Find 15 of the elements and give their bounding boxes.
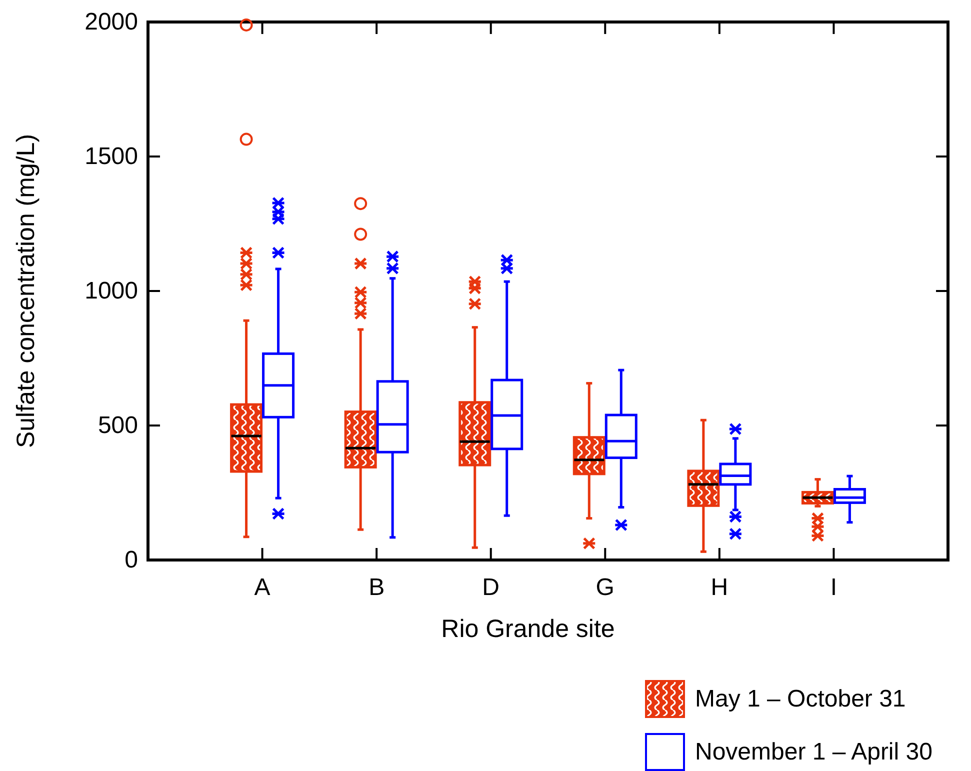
x-tick-label: A bbox=[254, 574, 270, 601]
x-tick-label: D bbox=[482, 574, 500, 601]
x-tick-label: B bbox=[368, 574, 385, 601]
y-axis-title: Sulfate concentration (mg/L) bbox=[12, 134, 40, 448]
y-tick-label: 0 bbox=[124, 546, 138, 574]
y-tick-label: 1000 bbox=[84, 278, 138, 304]
y-tick-label: 500 bbox=[98, 412, 138, 439]
legend-label: November 1 – April 30 bbox=[695, 738, 932, 766]
y-tick-label: 1500 bbox=[84, 143, 138, 170]
x-tick-label: H bbox=[710, 574, 728, 601]
x-tick-label: G bbox=[596, 574, 614, 601]
legend-label: May 1 – October 31 bbox=[695, 686, 906, 712]
y-tick-label: 2000 bbox=[84, 8, 138, 36]
x-axis-title: Rio Grande site bbox=[441, 615, 615, 643]
x-tick-label: I bbox=[830, 574, 838, 601]
